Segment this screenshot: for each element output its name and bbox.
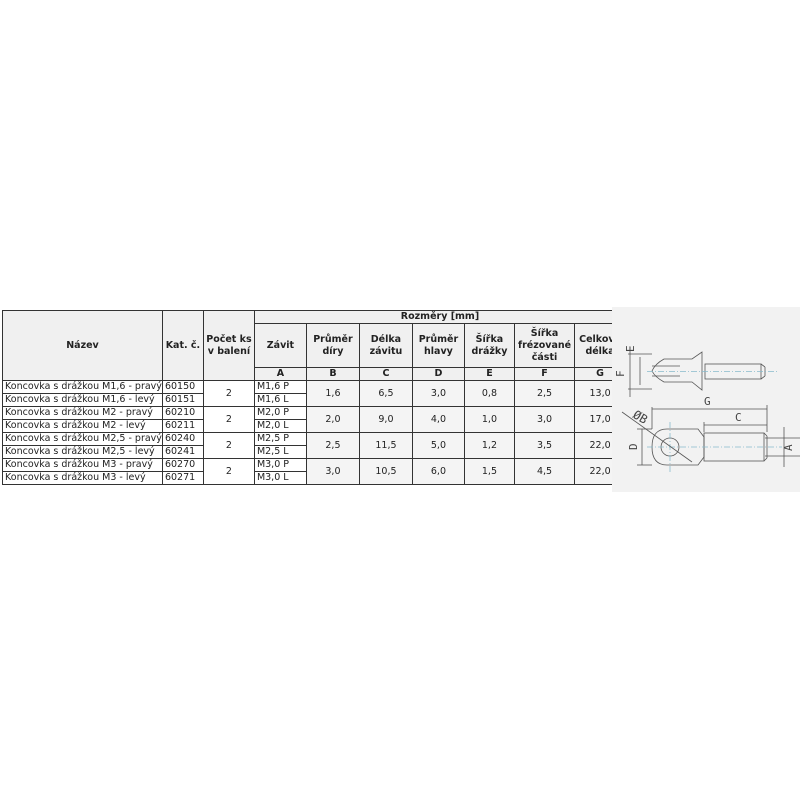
- header-name: Název: [2, 310, 163, 381]
- dim-f: 4,5: [513, 458, 576, 485]
- header-e: Šířka drážky: [463, 323, 515, 368]
- header-f: Šířka frézované části: [513, 323, 576, 368]
- thread: M1,6 P: [253, 380, 307, 394]
- table-row: Koncovka s drážkou M2,5 - pravý 60240 2 M2,…: [2, 432, 627, 459]
- label-g: G: [704, 395, 711, 408]
- dim-e: 1,5: [463, 458, 515, 485]
- thread: M2,0 L: [253, 419, 307, 433]
- dim-c: 9,0: [358, 406, 413, 433]
- header-d: Průměr hlavy: [411, 323, 465, 368]
- product-name: Koncovka s drážkou M2,5 - levý: [2, 445, 163, 459]
- header-letter-f: F: [513, 367, 576, 381]
- label-b: ØB: [631, 407, 651, 426]
- catalog-number: 60150: [161, 380, 204, 394]
- product-name: Koncovka s drážkou M3 - pravý: [2, 458, 163, 472]
- catalog-number: 60241: [161, 445, 204, 459]
- dim-d: 3,0: [411, 380, 465, 407]
- catalog-number: 60210: [161, 406, 204, 420]
- dim-d: 6,0: [411, 458, 465, 485]
- dim-f: 3,0: [513, 406, 576, 433]
- header-qty: Počet ks v balení: [202, 310, 255, 381]
- thread: M1,6 L: [253, 393, 307, 407]
- thread: M2,5 L: [253, 445, 307, 459]
- catalog-number: 60211: [161, 419, 204, 433]
- dim-c: 11,5: [358, 432, 413, 459]
- dim-f: 3,5: [513, 432, 576, 459]
- dim-c: 6,5: [358, 380, 413, 407]
- label-a: A: [782, 444, 795, 451]
- product-name: Koncovka s drážkou M2 - pravý: [2, 406, 163, 420]
- catalog-number: 60240: [161, 432, 204, 446]
- dim-b: 2,5: [305, 432, 360, 459]
- thread: M2,0 P: [253, 406, 307, 420]
- header-dimensions: Rozměry [mm]: [253, 310, 627, 324]
- header-letter-d: D: [411, 367, 465, 381]
- catalog-number: 60271: [161, 471, 204, 485]
- dim-f: 2,5: [513, 380, 576, 407]
- header-b: Průměr díry: [305, 323, 360, 368]
- dimensions-table: Název Kat. č. Počet ks v balení Rozměry …: [2, 310, 627, 485]
- pack-quantity: 2: [202, 380, 255, 407]
- header-letter-e: E: [463, 367, 515, 381]
- header-letter-a: A: [253, 367, 307, 381]
- technical-drawing: E F G C ØB D A: [612, 307, 800, 492]
- dim-e: 1,0: [463, 406, 515, 433]
- header-letter-b: B: [305, 367, 360, 381]
- header-a: Závit: [253, 323, 307, 368]
- label-d: D: [627, 443, 640, 450]
- product-name: Koncovka s drážkou M1,6 - levý: [2, 393, 163, 407]
- dim-c: 10,5: [358, 458, 413, 485]
- dim-e: 0,8: [463, 380, 515, 407]
- thread: M3,0 P: [253, 458, 307, 472]
- dim-d: 5,0: [411, 432, 465, 459]
- pack-quantity: 2: [202, 458, 255, 485]
- table-row: Koncovka s drážkou M3 - levý 60271 M3,0 L: [2, 471, 626, 485]
- table-row: Koncovka s drážkou M3 - pravý 60270 2 M3,0 …: [2, 458, 627, 485]
- label-f: F: [614, 370, 627, 377]
- label-e: E: [624, 345, 637, 352]
- catalog-number: 60270: [161, 458, 204, 472]
- dim-b: 1,6: [305, 380, 360, 407]
- product-name: Koncovka s drážkou M1,6 - pravý: [2, 380, 163, 394]
- thread: M2,5 P: [253, 432, 307, 446]
- product-name: Koncovka s drážkou M2 - levý: [2, 419, 163, 433]
- table-row: Koncovka s drážkou M2 - pravý 60210 2 M2,0 …: [2, 406, 627, 433]
- product-name: Koncovka s drážkou M3 - levý: [2, 471, 163, 485]
- label-c: C: [735, 411, 742, 424]
- catalog-number: 60151: [161, 393, 204, 407]
- table-row: Koncovka s drážkou M2 - levý 60211 M2,0 L: [2, 419, 626, 433]
- header-letter-c: C: [358, 367, 413, 381]
- pack-quantity: 2: [202, 406, 255, 433]
- header-cat: Kat. č.: [161, 310, 204, 381]
- dim-b: 3,0: [305, 458, 360, 485]
- header-c: Délka závitu: [358, 323, 413, 368]
- dim-b: 2,0: [305, 406, 360, 433]
- pack-quantity: 2: [202, 432, 255, 459]
- thread: M3,0 L: [253, 471, 307, 485]
- table-row: Koncovka s drážkou M1,6 - pravý 60150 2 M1,…: [2, 380, 627, 407]
- product-name: Koncovka s drážkou M2,5 - pravý: [2, 432, 163, 446]
- dim-d: 4,0: [411, 406, 465, 433]
- dim-e: 1,2: [463, 432, 515, 459]
